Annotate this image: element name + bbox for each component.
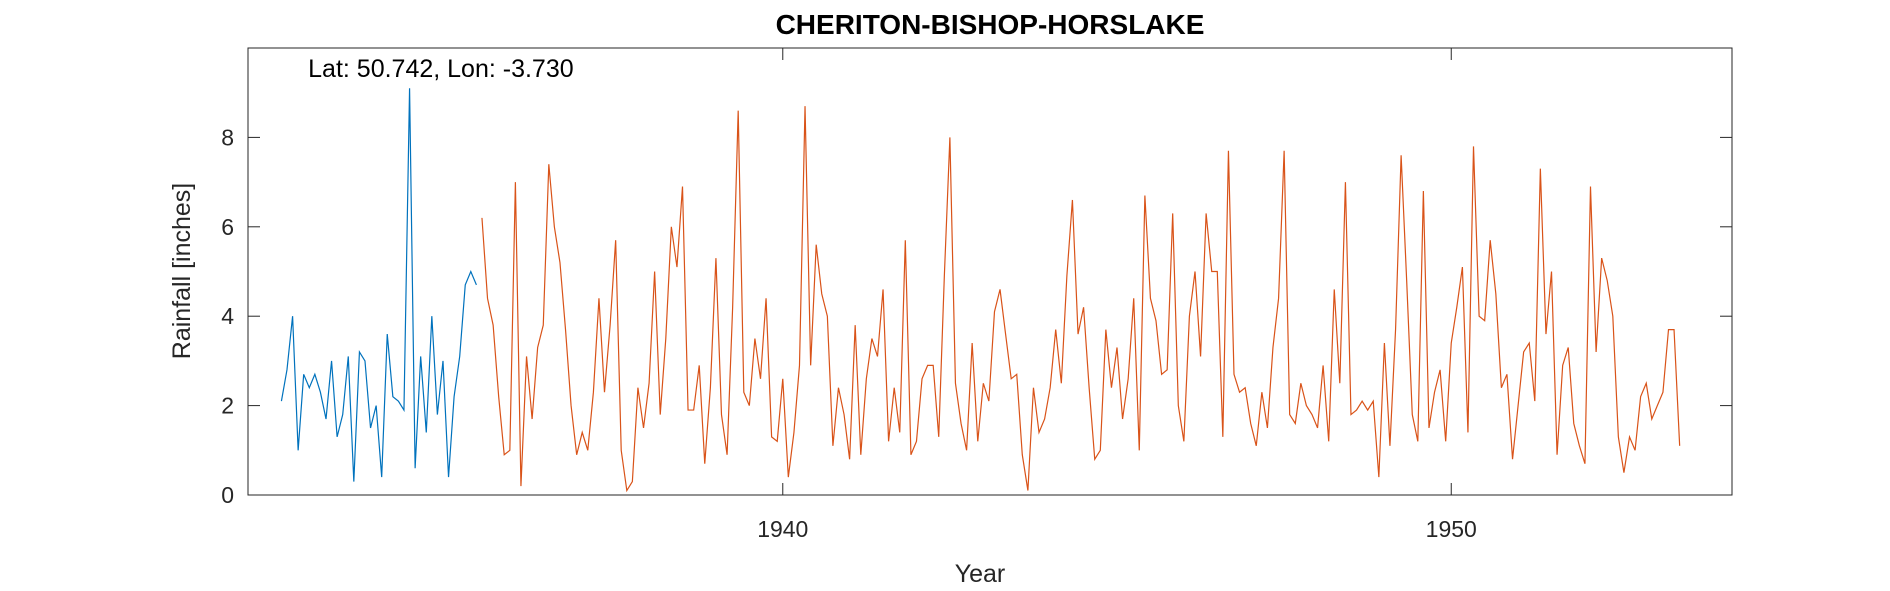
y-tick-label: 0 — [221, 482, 234, 508]
x-axis-label: Year — [955, 560, 1006, 588]
x-tick-label: 1940 — [757, 516, 808, 542]
line-series — [280, 88, 477, 482]
y-tick-label: 4 — [221, 303, 234, 329]
annotation: Lat: 50.742, Lon: -3.730 — [308, 55, 574, 83]
plot-area — [247, 47, 1733, 496]
y-tick-label: 2 — [221, 393, 234, 419]
y-tick-label: 8 — [221, 124, 234, 150]
x-tick-label: 1950 — [1426, 516, 1477, 542]
line-series — [481, 106, 1681, 493]
y-axis-label: Rainfall [inches] — [168, 183, 196, 359]
chart-title: CHERITON-BISHOP-HORSLAKE — [776, 9, 1205, 40]
y-tick-label: 6 — [221, 214, 234, 240]
